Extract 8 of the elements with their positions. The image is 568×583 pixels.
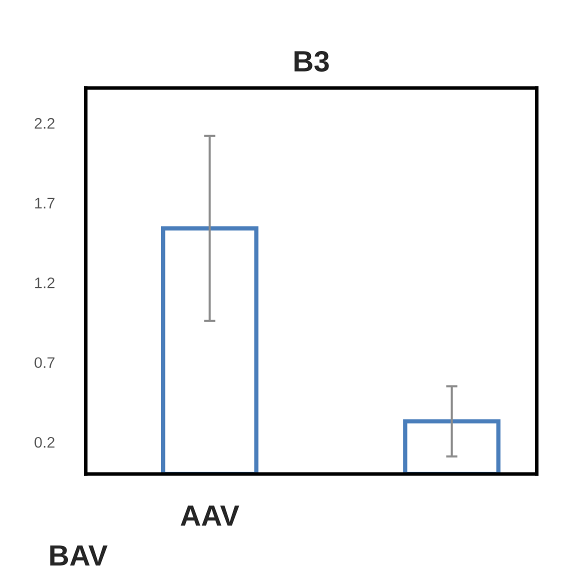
y-tick-label: 0.2 bbox=[34, 436, 54, 448]
y-tick-label: 1.7 bbox=[35, 198, 54, 208]
y-tick-label: 1.2 bbox=[35, 277, 54, 288]
text: BAV bbox=[50, 545, 108, 566]
y-tick-label: 2.2 bbox=[34, 118, 54, 129]
x-tick-label: AAV bbox=[180, 506, 240, 526]
chart-title: B3 bbox=[294, 51, 329, 72]
y-tick-label: 0.7 bbox=[34, 357, 54, 368]
